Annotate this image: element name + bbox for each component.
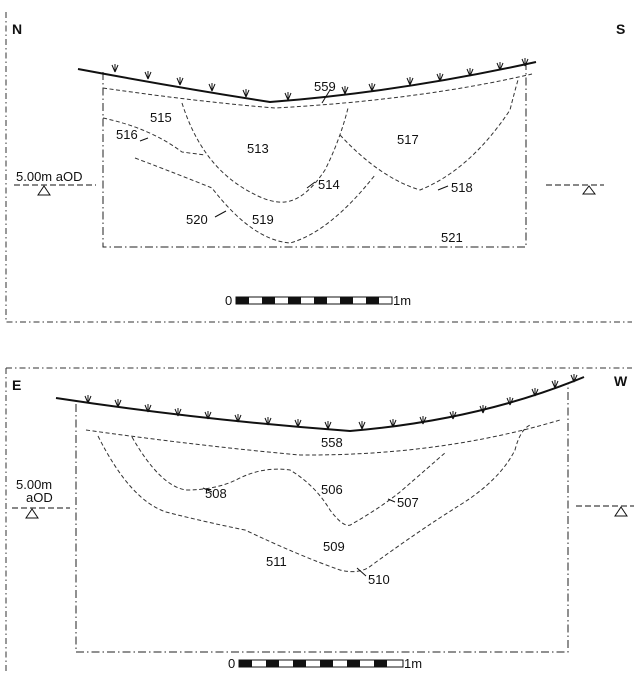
leader-507 [387,498,396,503]
context-509-label: 509 [323,539,345,554]
context-513-label: 513 [247,141,269,156]
context-520-label: 520 [186,212,208,227]
scale-bar-start-label: 0 [225,293,232,308]
context-511-label: 511 [266,554,287,569]
north-label: N [12,21,22,37]
context-506-label: 506 [321,482,343,497]
context-558-base [85,419,561,456]
leader-516 [139,137,149,142]
leader-514 [306,181,316,189]
leader-518 [437,185,449,191]
datum-label: 5.00m aOD [16,169,82,184]
section-2: E W 558 [5,367,634,672]
context-516-boundary [102,117,206,156]
context-513-boundary [181,102,349,203]
datum-label-line2: aOD [26,490,53,505]
section-1-frame [102,64,527,248]
west-label: W [614,373,628,389]
context-514-label: 514 [318,177,340,192]
turf-ticks-1 [111,58,529,101]
context-519-boundary [134,157,376,244]
section-1-ground-surface [77,61,537,104]
scale-bar-2-start-label: 0 [228,656,235,671]
section-2-panel-border [5,367,632,672]
datum-triangle-left-icon [37,185,51,196]
context-558-label: 558 [321,435,343,450]
scale-bar [235,296,393,305]
context-515-label: 515 [150,110,172,125]
scale-bar-2-end-label: 1m [404,656,422,671]
section-1: N S [5,12,632,323]
east-label: E [12,377,21,393]
context-517-label: 517 [397,132,419,147]
datum-triangle-right-icon [582,185,596,195]
section-1-panel-border [5,12,632,323]
context-559-base [102,73,533,109]
context-510-label: 510 [368,572,390,587]
south-label: S [616,21,625,37]
context-509-boundary [97,424,531,573]
context-518-label: 518 [451,180,473,195]
datum-triangle-left-2-icon [25,508,39,519]
context-519-label: 519 [252,212,274,227]
context-506-boundary [131,436,447,526]
leader-510 [356,567,367,577]
datum-triangle-right-2-icon [614,506,628,517]
leader-520 [214,210,227,218]
leader-508 [202,487,213,493]
scale-bar-end-label: 1m [393,293,411,308]
context-521-label: 521 [441,230,463,245]
section-2-frame [75,384,569,653]
context-507-label: 507 [397,495,419,510]
datum-label-line1: 5.00m [16,477,52,492]
context-517-boundary [339,79,519,191]
scale-bar-2 [238,659,404,668]
leader-559 [321,89,331,104]
context-559-label: 559 [314,79,336,94]
context-508-label: 508 [205,486,227,501]
section-2-ground-surface [55,376,585,433]
turf-ticks-2 [84,374,578,430]
context-516-label: 516 [116,127,138,142]
